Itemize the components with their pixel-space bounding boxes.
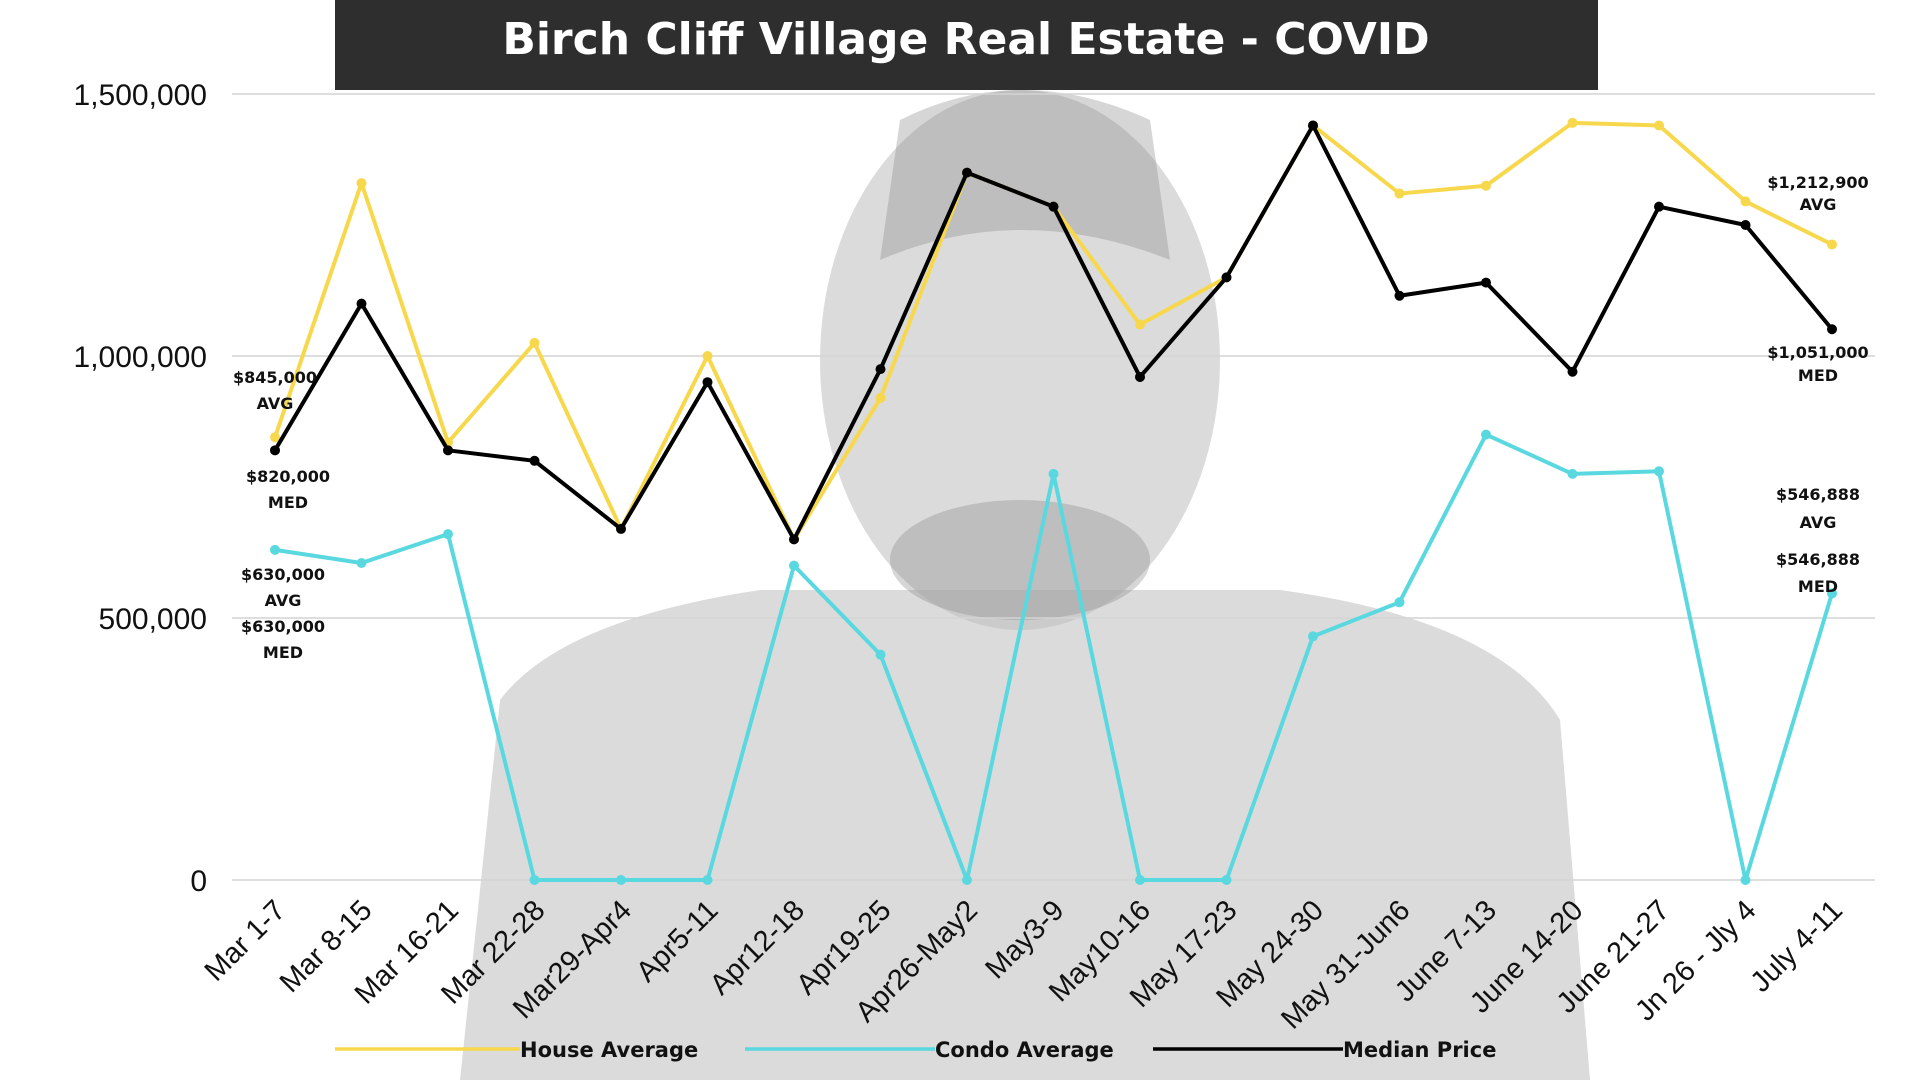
data-point [1827,324,1837,335]
x-tick-label: July 4-11 [1745,894,1849,998]
annotation-label: $1,051,000 [1767,343,1868,362]
data-point [270,445,280,456]
annotation-label: AVG [257,394,294,413]
data-point [1740,220,1751,230]
legend: House Average Condo Average Median Price [335,1038,1496,1062]
data-point [875,649,886,660]
data-point [616,523,626,534]
data-point [1221,875,1232,885]
data-point [1394,188,1405,199]
data-point [616,875,626,885]
data-point [1048,468,1059,479]
data-point [1481,429,1491,440]
annotation-label: $1,212,900 [1767,173,1868,192]
series-2 [270,120,1837,545]
data-point [1481,277,1491,288]
annotation-label: MED [268,493,308,512]
data-point [1135,371,1145,382]
data-point [1135,875,1145,885]
data-point [1827,239,1837,250]
data-point [702,377,713,388]
data-point [1567,468,1578,479]
data-point [270,432,280,443]
y-tick-label: 0 [190,865,207,898]
y-axis: 0 500,000 1,000,000 1,500,000 [74,79,207,898]
data-point [1394,290,1405,301]
annotation-label: $630,000 [241,617,325,636]
data-point [1654,120,1664,131]
grid [232,93,1875,881]
title-banner: Birch Cliff Village Real Estate - COVID [335,0,1598,90]
legend-label: Condo Average [935,1038,1114,1062]
data-point [356,178,367,189]
data-point [1740,196,1751,207]
annotation-label: MED [1798,577,1838,596]
annotation-label: AVG [1800,513,1837,532]
annotation-label: MED [1798,366,1838,385]
data-point [1827,588,1837,599]
data-point [1740,875,1751,885]
annotation-label: $845,000 [233,368,317,387]
y-tick-label: 1,000,000 [74,341,207,374]
data-point [789,534,799,545]
y-tick-label: 500,000 [99,603,207,636]
chart-title: Birch Cliff Village Real Estate - COVID [502,14,1429,65]
data-point [443,445,453,456]
annotation-label: MED [263,643,303,662]
data-point [1221,272,1232,283]
data-point [702,351,713,361]
annotation-label: $546,888 [1776,485,1860,504]
data-point [529,455,540,466]
data-point [962,167,972,178]
data-point [1567,117,1578,128]
series-lines [270,117,1837,885]
data-point [1567,366,1578,377]
background-photo [460,90,1590,1080]
data-point [789,560,799,571]
data-point [270,544,280,555]
data-point [1481,180,1491,191]
data-point [875,392,886,403]
data-point [443,529,453,540]
data-point [529,337,540,348]
annotation-label: $820,000 [246,467,330,486]
annotation-label: AVG [1800,195,1837,214]
data-point [1654,201,1664,212]
data-point [1135,319,1145,330]
data-point [1308,631,1318,642]
annotations: $845,000 AVG $820,000 MED $630,000 AVG $630,00… [233,173,1869,662]
series-1 [270,429,1837,885]
data-point [1048,201,1059,212]
legend-label: House Average [520,1038,698,1062]
legend-label: Median Price [1343,1038,1496,1062]
y-tick-label: 1,500,000 [74,79,207,112]
data-point [1654,466,1664,477]
data-point [875,364,886,375]
data-point [1308,120,1318,131]
data-point [702,875,713,885]
data-point [356,557,367,568]
annotation-label: AVG [265,591,302,610]
data-point [356,298,367,309]
data-point [529,875,540,885]
data-point [962,875,972,885]
annotation-label: $630,000 [241,565,325,584]
annotation-label: $546,888 [1776,550,1860,569]
data-point [1394,597,1405,608]
